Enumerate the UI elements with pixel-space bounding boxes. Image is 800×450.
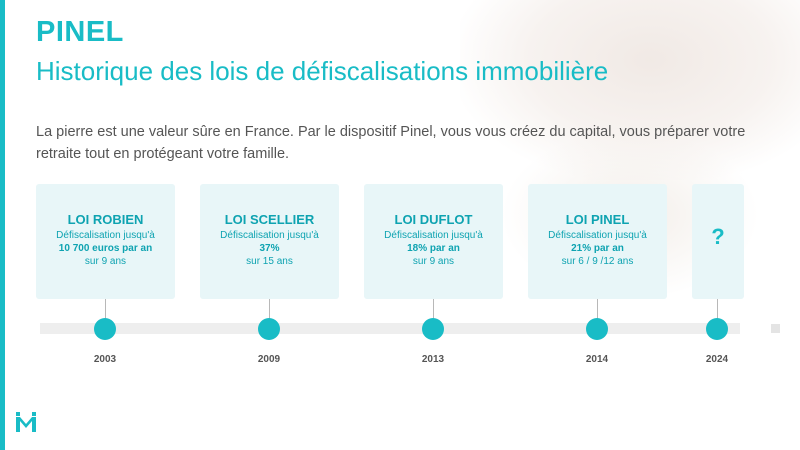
card-highlight: 21% par an [571, 243, 624, 254]
timeline-connector [269, 299, 270, 319]
intro-paragraph: La pierre est une valeur sûre en France.… [36, 124, 746, 162]
timeline-dot [586, 318, 608, 340]
card-duration: sur 9 ans [84, 256, 127, 267]
timeline-end-marker [771, 324, 780, 333]
year-label: 2013 [421, 354, 445, 365]
year-label: 2009 [257, 354, 281, 365]
left-accent-bar [0, 0, 5, 450]
question-mark: ? [711, 224, 725, 249]
timeline-dot [258, 318, 280, 340]
card-text: Défiscalisation jusqu'à [384, 230, 483, 241]
timeline-card-scellier: LOI SCELLIER Défiscalisation jusqu'à 37%… [200, 184, 339, 299]
page-title: PINEL [36, 16, 124, 48]
year-label: 2014 [585, 354, 609, 365]
timeline-dot [94, 318, 116, 340]
timeline-card-duflot: LOI DUFLOT Défiscalisation jusqu'à 18% p… [364, 184, 503, 299]
card-highlight: 18% par an [407, 243, 460, 254]
page-subtitle: Historique des lois de défiscalisations … [36, 56, 609, 86]
card-text: Défiscalisation jusqu'à [548, 230, 647, 241]
timeline-card-pinel: LOI PINEL Défiscalisation jusqu'à 21% pa… [528, 184, 667, 299]
card-highlight: 37% [259, 243, 280, 254]
timeline-connector [433, 299, 434, 319]
card-title: LOI PINEL [565, 212, 630, 227]
timeline-dot [706, 318, 728, 340]
brand-logo-icon [14, 410, 38, 434]
timeline-connector [105, 299, 106, 319]
timeline-connector [717, 299, 718, 319]
card-duration: sur 9 ans [412, 256, 455, 267]
year-label: 2024 [705, 354, 729, 365]
timeline-card-future: ? [692, 184, 744, 299]
card-duration: sur 6 / 9 /12 ans [561, 256, 634, 267]
timeline-card-robien: LOI ROBIEN Défiscalisation jusqu'à 10 70… [36, 184, 175, 299]
card-highlight: 10 700 euros par an [58, 243, 153, 254]
card-duration: sur 15 ans [246, 256, 293, 267]
card-text: Défiscalisation jusqu'à [220, 230, 319, 241]
timeline-dot [422, 318, 444, 340]
card-title: LOI ROBIEN [67, 212, 144, 227]
timeline-track [40, 323, 740, 334]
card-text: Défiscalisation jusqu'à [56, 230, 155, 241]
timeline-connector [597, 299, 598, 319]
card-title: LOI DUFLOT [394, 212, 473, 227]
card-title: LOI SCELLIER [224, 212, 315, 227]
year-label: 2003 [93, 354, 117, 365]
